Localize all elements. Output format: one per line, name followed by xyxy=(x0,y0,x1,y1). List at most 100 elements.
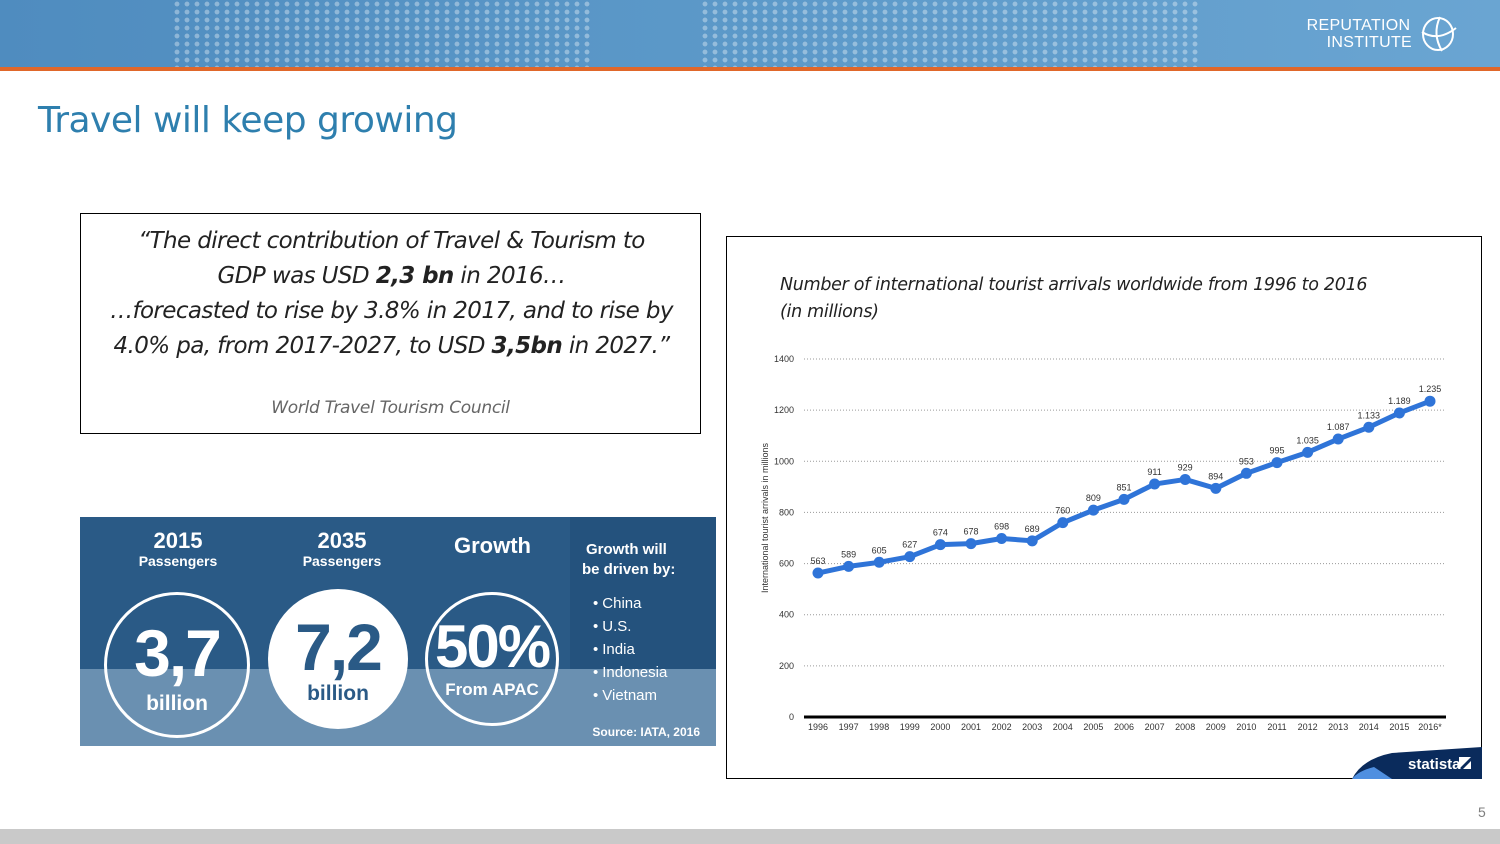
value-2015: 3,7 xyxy=(134,616,222,690)
passengers-label: Passengers xyxy=(302,553,382,569)
data-point xyxy=(965,538,977,550)
x-tick-label: 2009 xyxy=(1206,722,1226,732)
driver-item: India xyxy=(593,638,667,661)
logo-line2: Institute xyxy=(1326,34,1412,51)
data-label: 589 xyxy=(841,549,856,559)
data-point xyxy=(1302,446,1314,458)
data-label: 995 xyxy=(1269,446,1284,456)
x-tick-label: 2012 xyxy=(1298,722,1318,732)
data-point xyxy=(934,539,946,551)
data-label: 851 xyxy=(1116,482,1131,492)
data-label: 698 xyxy=(994,522,1009,532)
logo: Reputation Institute xyxy=(1307,12,1458,56)
data-point xyxy=(873,556,885,568)
x-tick-label: 2001 xyxy=(961,722,981,732)
data-point xyxy=(1087,504,1099,516)
y-tick-label: 1000 xyxy=(774,456,794,466)
circle-2015: 3,7 billion xyxy=(104,592,250,738)
header-band: Reputation Institute xyxy=(0,0,1500,67)
y-tick-label: 600 xyxy=(779,559,794,569)
header-accent-line xyxy=(0,67,1500,71)
data-point xyxy=(1026,535,1038,547)
quote-box: “The direct contribution of Travel & Tou… xyxy=(80,213,701,434)
data-point xyxy=(1179,473,1191,485)
unit-2015: billion xyxy=(146,692,208,715)
data-label: 911 xyxy=(1147,467,1161,477)
data-point xyxy=(1271,457,1283,469)
data-point xyxy=(1424,395,1436,407)
x-tick-label: 2006 xyxy=(1114,722,1134,732)
data-label: 894 xyxy=(1208,471,1223,481)
data-label: 605 xyxy=(872,545,887,555)
y-axis-label: International tourist arrivals in millio… xyxy=(760,442,770,593)
driver-item: Vietnam xyxy=(593,684,667,707)
footer-bar xyxy=(0,829,1500,844)
y-tick-label: 1200 xyxy=(774,405,794,415)
x-tick-label: 2007 xyxy=(1145,722,1165,732)
data-point xyxy=(1393,407,1405,419)
statista-logo: statista xyxy=(1352,747,1482,779)
data-label: 953 xyxy=(1239,456,1254,466)
drivers-list: China U.S. India Indonesia Vietnam xyxy=(593,592,667,707)
y-tick-label: 0 xyxy=(789,712,794,722)
data-point xyxy=(1149,478,1161,490)
data-label: 760 xyxy=(1055,506,1070,516)
col-2015: 2015 Passengers xyxy=(128,528,228,570)
data-label: 1.189 xyxy=(1388,396,1411,406)
growth-title: Growth xyxy=(454,533,531,558)
circle-2035: 7,2 billion xyxy=(268,589,408,729)
world-map-dots xyxy=(172,0,592,67)
driver-item: China xyxy=(593,592,667,615)
driver-item: U.S. xyxy=(593,615,667,638)
iata-source: Source: IATA, 2016 xyxy=(592,725,700,739)
tourist-arrivals-chart: 0 200 400 600 800 1000 1200 1400 International t… xyxy=(760,354,1446,732)
x-tick-label: 2000 xyxy=(930,722,950,732)
data-point xyxy=(1118,493,1130,505)
data-label: 1.235 xyxy=(1419,384,1442,394)
quote-line: 4.0% pa, from 2017-2027, to USD 3,5bn in… xyxy=(113,333,671,359)
data-point xyxy=(843,560,855,572)
x-tick-label: 1998 xyxy=(869,722,889,732)
quote-source: World Travel Tourism Council xyxy=(271,398,510,418)
passengers-label: Passengers xyxy=(138,553,218,569)
x-tick-label: 1999 xyxy=(900,722,920,732)
x-tick-label: 1996 xyxy=(808,722,828,732)
x-tick-label: 1997 xyxy=(839,722,859,732)
data-label: 563 xyxy=(810,556,825,566)
x-tick-label: 2010 xyxy=(1236,722,1256,732)
data-label: 1.035 xyxy=(1296,435,1319,445)
unit-2035: billion xyxy=(307,682,369,705)
data-label: 627 xyxy=(902,540,917,550)
data-point xyxy=(1240,467,1252,479)
data-point xyxy=(996,533,1008,545)
drivers-title: Growth will be driven by: xyxy=(582,541,676,578)
page-title: Travel will keep growing xyxy=(38,100,458,141)
x-tick-label: 2003 xyxy=(1022,722,1042,732)
statista-label: statista xyxy=(1408,756,1461,773)
y-tick-label: 800 xyxy=(779,507,794,517)
x-tick-label: 2013 xyxy=(1328,722,1348,732)
x-tick-label: 2016* xyxy=(1418,722,1442,732)
x-tick-label: 2002 xyxy=(992,722,1012,732)
data-label: 809 xyxy=(1086,493,1101,503)
year-2035: 2035 xyxy=(317,528,367,553)
data-label: 689 xyxy=(1025,524,1040,534)
page-number: 5 xyxy=(1478,804,1486,820)
logo-line1: Reputation xyxy=(1306,17,1411,34)
y-tick-label: 1400 xyxy=(774,354,794,364)
data-label: 674 xyxy=(933,528,948,538)
quote-line: …forecasted to rise by 3.8% in 2017, and… xyxy=(110,298,673,324)
col-2035: 2035 Passengers xyxy=(292,528,392,570)
quote-text: “The direct contribution of Travel & Tou… xyxy=(81,224,702,364)
x-tick-label: 2004 xyxy=(1053,722,1073,732)
data-point xyxy=(1057,517,1069,529)
data-point xyxy=(1332,433,1344,445)
data-point xyxy=(1363,421,1375,433)
chart-title: Number of international tourist arrivals… xyxy=(780,275,1368,322)
year-2015: 2015 xyxy=(153,528,203,553)
x-tick-label: 2014 xyxy=(1359,722,1379,732)
value-growth: 50% xyxy=(434,613,551,680)
data-label: 678 xyxy=(963,527,978,537)
data-point xyxy=(1210,482,1222,494)
value-2035: 7,2 xyxy=(295,610,383,684)
